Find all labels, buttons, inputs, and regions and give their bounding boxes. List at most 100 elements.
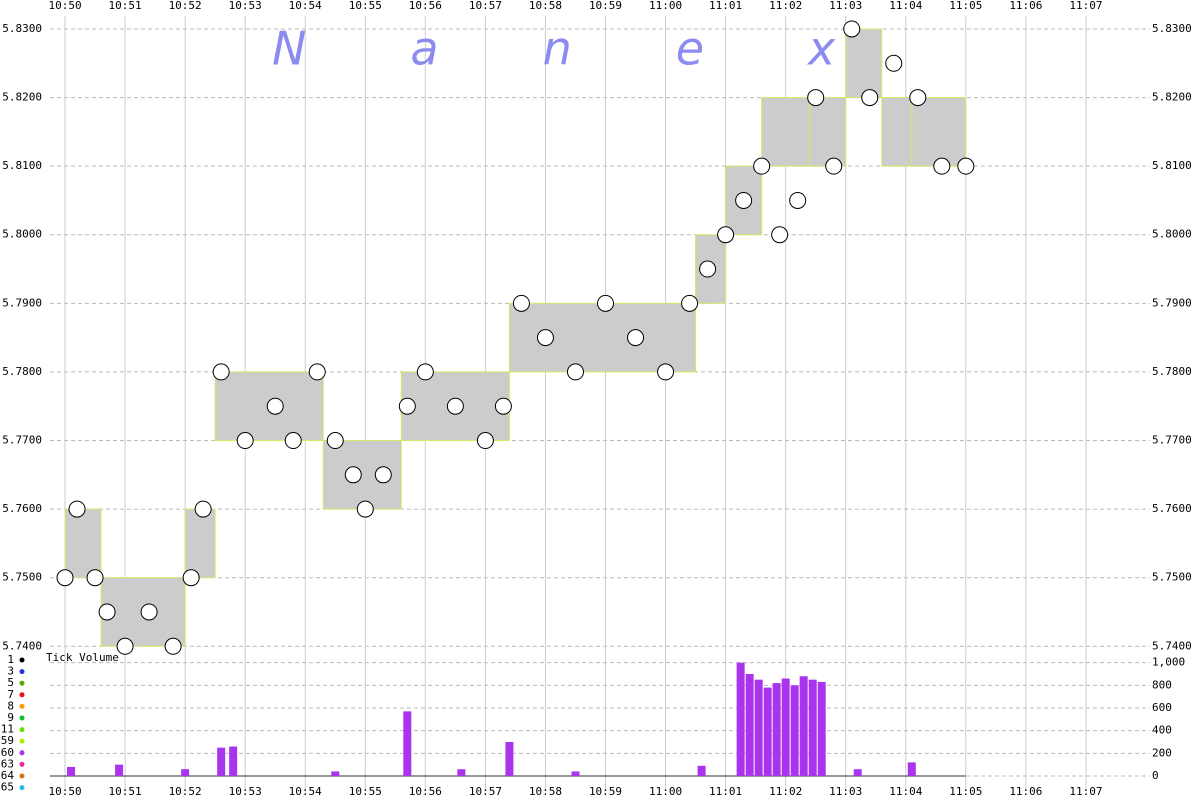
y-tick-label: 5.7500 xyxy=(2,571,42,584)
trade xyxy=(627,329,645,347)
y-tick-label: 5.8100 xyxy=(2,159,42,172)
legend-label: 65 xyxy=(1,781,14,794)
legend-label: 11 xyxy=(1,723,14,736)
price-band xyxy=(881,97,913,167)
x-tick-label: 11:02 xyxy=(769,785,802,798)
x-tick-label: 10:53 xyxy=(229,785,262,798)
trade xyxy=(446,397,464,415)
x-tick-label: 10:51 xyxy=(109,0,142,12)
y-tick-label-right: 5.7900 xyxy=(1152,296,1192,309)
volume-title: Tick Volume xyxy=(46,651,119,664)
price-band xyxy=(809,97,847,167)
y-tick-label: 5.8000 xyxy=(2,228,42,241)
x-tick-label: 10:52 xyxy=(169,785,202,798)
volume-bar xyxy=(217,747,226,776)
y-tick-label: 5.8200 xyxy=(2,91,42,104)
x-tick-label: 11:02 xyxy=(769,0,802,12)
trade xyxy=(681,294,699,312)
y-tick-label-right: 5.7400 xyxy=(1152,639,1192,652)
volume-bar xyxy=(817,681,826,776)
y-tick-label-right: 5.8100 xyxy=(1152,159,1192,172)
volume-bar xyxy=(67,766,76,776)
trade xyxy=(356,500,374,518)
volume-bar xyxy=(229,746,238,776)
trade xyxy=(512,294,530,312)
volume-bar xyxy=(790,685,799,776)
volume-bar xyxy=(115,764,124,776)
legend-marker xyxy=(19,727,25,733)
legend-label: 7 xyxy=(7,688,14,701)
x-tick-label: 10:54 xyxy=(289,0,322,12)
y-tick-label: 200 xyxy=(1152,746,1172,759)
x-tick-label: 11:03 xyxy=(829,0,862,12)
trade xyxy=(98,603,116,621)
y-tick-label-right: 5.7800 xyxy=(1152,365,1192,378)
trade xyxy=(807,89,825,107)
legend-marker xyxy=(19,738,25,744)
x-tick-label: 10:58 xyxy=(529,785,562,798)
trade xyxy=(771,226,789,244)
volume-bar xyxy=(331,771,340,776)
y-tick-label: 5.7700 xyxy=(2,434,42,447)
y-tick-label: 5.7400 xyxy=(2,639,42,652)
price-band xyxy=(64,508,102,579)
volume-bar xyxy=(808,679,817,776)
x-tick-label: 10:59 xyxy=(589,785,622,798)
volume-bar xyxy=(571,771,580,776)
trade xyxy=(789,191,807,209)
x-tick-label: 10:58 xyxy=(529,0,562,12)
trade xyxy=(266,397,284,415)
legend-marker xyxy=(19,785,25,791)
x-tick-label: 10:55 xyxy=(349,0,382,12)
x-tick-label: 10:59 xyxy=(589,0,622,12)
trade xyxy=(494,397,512,415)
legend-label: 64 xyxy=(1,769,15,782)
trade xyxy=(116,637,134,655)
y-tick-label-right: 5.7600 xyxy=(1152,502,1192,515)
volume-bar xyxy=(505,742,514,776)
trade xyxy=(861,89,879,107)
price-band xyxy=(911,97,967,167)
y-tick-label: 5.8300 xyxy=(2,22,42,35)
x-tick-label: 10:53 xyxy=(229,0,262,12)
x-tick-label: 10:50 xyxy=(48,0,81,12)
trade xyxy=(308,363,326,381)
x-tick-label: 11:06 xyxy=(1009,785,1042,798)
y-tick-label-right: 5.7700 xyxy=(1152,434,1192,447)
volume-bar xyxy=(745,674,754,776)
legend-label: 63 xyxy=(1,757,14,770)
x-tick-label: 10:52 xyxy=(169,0,202,12)
x-tick-label: 10:57 xyxy=(469,785,502,798)
y-tick-label: 5.7800 xyxy=(2,365,42,378)
legend-label: 8 xyxy=(7,699,14,712)
volume-bar xyxy=(697,765,706,776)
trade xyxy=(374,466,392,484)
volume-bar xyxy=(736,662,745,776)
y-tick-label: 1,000 xyxy=(1152,656,1185,669)
x-tick-label: 10:56 xyxy=(409,785,442,798)
trade xyxy=(68,500,86,518)
trade xyxy=(194,500,212,518)
trade xyxy=(885,54,903,72)
legend-marker xyxy=(19,715,25,721)
legend-marker xyxy=(19,657,25,663)
y-tick-label: 600 xyxy=(1152,701,1172,714)
x-tick-label: 11:06 xyxy=(1009,0,1042,12)
trade xyxy=(86,569,104,587)
trade xyxy=(566,363,584,381)
x-tick-label: 10:50 xyxy=(48,785,81,798)
trade xyxy=(957,157,975,175)
trade xyxy=(182,569,200,587)
trade xyxy=(909,89,927,107)
volume-bar xyxy=(763,687,772,776)
legend-marker xyxy=(19,703,25,709)
legend-label: 3 xyxy=(7,665,14,678)
trade xyxy=(140,603,158,621)
legend-label: 9 xyxy=(7,711,14,724)
price-band xyxy=(184,508,216,579)
trade xyxy=(476,432,494,450)
x-tick-label: 10:55 xyxy=(349,785,382,798)
trade xyxy=(933,157,951,175)
x-tick-label: 11:04 xyxy=(889,0,922,12)
trade xyxy=(56,569,74,587)
